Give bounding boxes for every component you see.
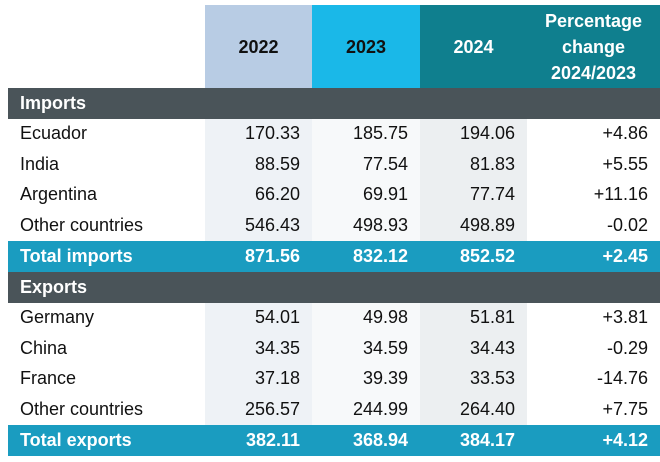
value-cell: +4.86: [602, 123, 648, 144]
section-title: Exports: [8, 272, 205, 303]
total-value: +4.12: [527, 424, 660, 456]
total-label: Total exports: [8, 424, 205, 456]
total-value: 382.11: [205, 424, 312, 456]
value-cell: 49.98: [312, 302, 420, 333]
row-label: Germany: [20, 307, 95, 328]
value-cell: 77.74: [420, 179, 527, 210]
column-header: Percentage change 2024/2023: [527, 5, 660, 88]
value-cell: 37.18: [205, 363, 312, 394]
value-cell: -14.76: [596, 368, 648, 389]
section-title: Imports: [8, 88, 205, 119]
value-cell: 185.75: [312, 118, 420, 149]
value-cell: +11.16: [593, 184, 648, 205]
total-value: 832.12: [312, 240, 420, 272]
value-cell: +7.75: [602, 398, 648, 419]
value-cell: 66.20: [205, 179, 312, 210]
row-label: China: [20, 337, 68, 358]
total-label: Total imports: [8, 240, 205, 272]
row-label: Other countries: [20, 398, 144, 419]
value-cell: 170.33: [205, 118, 312, 149]
value-cell: 264.40: [420, 394, 527, 425]
row-label: Argentina: [20, 184, 98, 205]
value-cell: 256.57: [205, 394, 312, 425]
value-cell: 54.01: [205, 302, 312, 333]
column-header: 2024: [420, 5, 527, 88]
total-value: +2.45: [527, 240, 660, 272]
column-header: 2023: [312, 5, 420, 88]
total-value: 852.52: [420, 240, 527, 272]
value-cell: 244.99: [312, 394, 420, 425]
value-cell: 69.91: [312, 179, 420, 210]
value-cell: -0.29: [606, 337, 648, 358]
value-cell: 81.83: [420, 149, 527, 180]
value-cell: 546.43: [205, 210, 312, 241]
value-cell: 33.53: [420, 363, 527, 394]
value-cell: 498.89: [420, 210, 527, 241]
value-cell: 39.39: [312, 363, 420, 394]
row-label: Ecuador: [20, 123, 88, 144]
value-cell: 34.59: [312, 333, 420, 364]
row-label: Other countries: [20, 214, 144, 235]
value-cell: 77.54: [312, 149, 420, 180]
value-cell: +3.81: [602, 307, 648, 328]
total-value: 384.17: [420, 424, 527, 456]
total-value: 368.94: [312, 424, 420, 456]
column-header: 2022: [205, 5, 312, 88]
value-cell: -0.02: [606, 214, 648, 235]
row-label: India: [20, 153, 60, 174]
value-cell: 498.93: [312, 210, 420, 241]
value-cell: 194.06: [420, 118, 527, 149]
value-cell: 34.35: [205, 333, 312, 364]
total-value: 871.56: [205, 240, 312, 272]
value-cell: 51.81: [420, 302, 527, 333]
value-cell: 34.43: [420, 333, 527, 364]
row-label: France: [20, 368, 77, 389]
value-cell: 88.59: [205, 149, 312, 180]
value-cell: +5.55: [602, 153, 648, 174]
